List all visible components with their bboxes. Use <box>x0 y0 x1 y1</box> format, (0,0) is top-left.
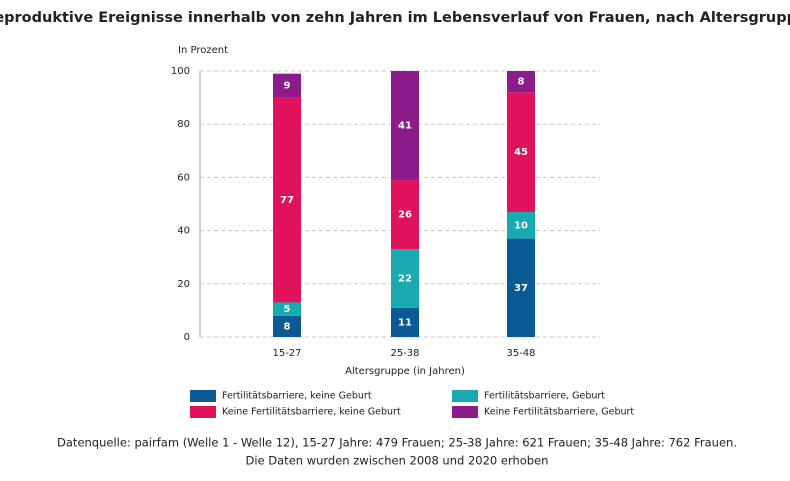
data-label: 22 <box>398 273 412 284</box>
bar-segment <box>273 302 301 316</box>
x-tick-label: 25-38 <box>390 348 419 359</box>
data-label: 41 <box>398 121 412 132</box>
bar-segment <box>507 92 535 212</box>
bar-segment <box>507 211 535 239</box>
data-label: 77 <box>280 195 294 206</box>
legend-label: Keine Fertilitätsbarriere, Geburt <box>484 407 634 418</box>
source-note: Datenquelle: pairfam (Welle 1 - Welle 12… <box>57 436 737 450</box>
data-label: 10 <box>514 220 528 231</box>
legend-swatch <box>452 406 478 418</box>
chart-title: Reproduktive Ereignisse innerhalb von ze… <box>0 10 790 26</box>
x-tick-label: 15-27 <box>272 348 301 359</box>
data-label: 11 <box>398 317 412 328</box>
data-label: 37 <box>514 283 528 294</box>
x-tick-label: 35-48 <box>506 348 535 359</box>
bar-segment <box>391 307 419 337</box>
y-tick-label: 40 <box>177 226 190 237</box>
y-tick-label: 100 <box>171 66 190 77</box>
data-label: 26 <box>398 210 412 221</box>
bar-segment <box>391 71 419 181</box>
bar-segment <box>273 315 301 337</box>
legend-label: Keine Fertilitätsbarriere, keine Geburt <box>222 407 401 418</box>
bar-segment <box>507 71 535 93</box>
bar-segment <box>391 249 419 308</box>
data-label: 45 <box>514 147 528 158</box>
legend-label: Fertilitätsbarriere, Geburt <box>484 391 605 402</box>
y-tick-label: 0 <box>184 332 190 343</box>
data-label: 5 <box>284 304 291 315</box>
y-tick-label: 80 <box>177 119 190 130</box>
x-axis-label: Altersgruppe (in Jahren) <box>345 366 465 377</box>
data-label: 8 <box>518 77 525 88</box>
bar-segment <box>391 180 419 250</box>
legend-swatch <box>452 390 478 402</box>
source-note: Die Daten wurden zwischen 2008 und 2020 … <box>246 454 549 468</box>
y-tick-label: 20 <box>177 279 190 290</box>
bar-segment <box>273 97 301 303</box>
y-tick-label: 60 <box>177 172 190 183</box>
bar-segment <box>507 238 535 337</box>
data-label: 9 <box>284 81 291 92</box>
legend-label: Fertilitätsbarriere, keine Geburt <box>222 391 372 402</box>
data-label: 8 <box>284 321 291 332</box>
legend-swatch <box>190 390 216 402</box>
legend-swatch <box>190 406 216 418</box>
y-axis-label: In Prozent <box>178 45 228 56</box>
bar-segment <box>273 73 301 98</box>
